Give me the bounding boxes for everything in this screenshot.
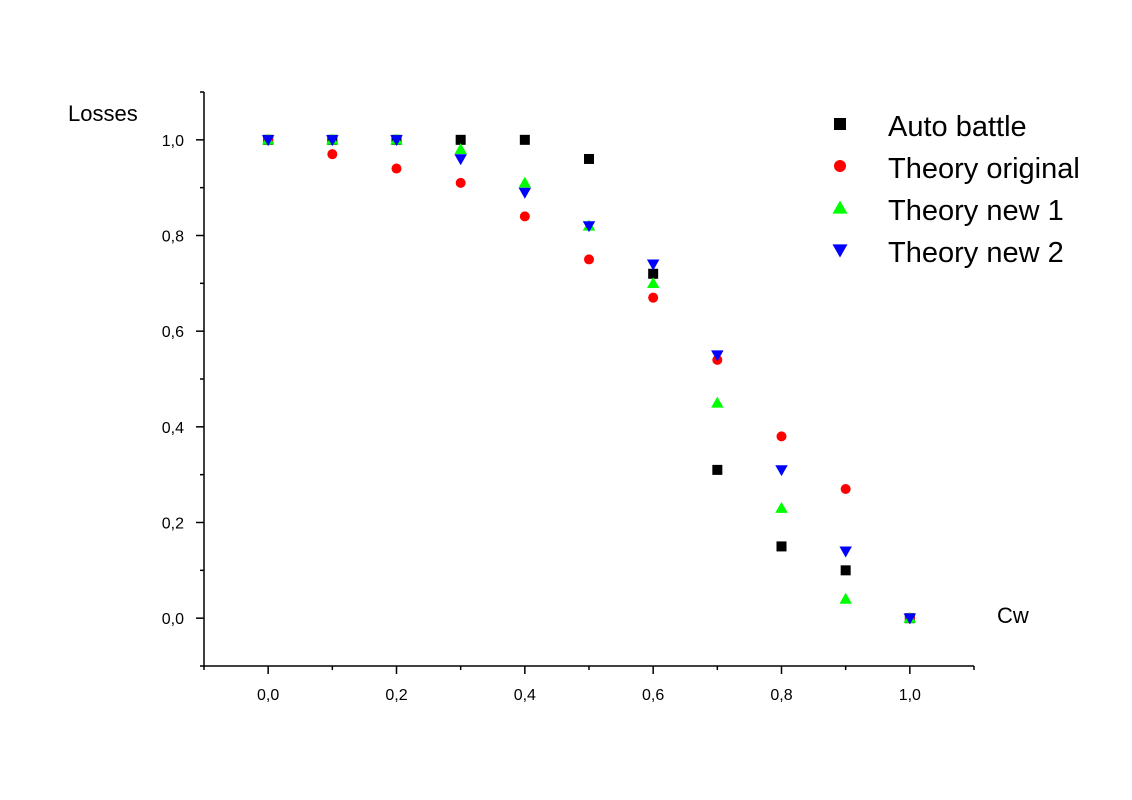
series-theory-original — [263, 134, 915, 624]
data-point — [584, 153, 594, 164]
x-tick-label: 0,8 — [770, 687, 792, 704]
x-tick-label: 0,4 — [514, 687, 536, 704]
x-tick-label: 0,2 — [385, 687, 407, 704]
data-point — [518, 176, 532, 188]
data-point — [455, 177, 466, 188]
legend-marker — [834, 118, 846, 130]
axes: 0,0 0,2 0,4 0,6 0,8 1,0 0,0 0,2 0,4 0,6 0,8 1,0 — [162, 91, 975, 704]
y-tick-label: 0,2 — [162, 516, 184, 533]
data-point — [582, 221, 596, 233]
data-point — [648, 268, 659, 279]
legend-label: Theory new 1 — [888, 195, 1064, 227]
data-point — [775, 465, 788, 477]
data-point — [646, 277, 660, 289]
legend: Auto battle Theory original Theory new 1 Th… — [832, 111, 1080, 269]
y-tick-label: 0,6 — [162, 324, 184, 341]
data-point — [390, 135, 403, 147]
data-point — [776, 541, 787, 552]
y-tick-label: 0,0 — [162, 611, 184, 628]
data-point — [648, 292, 659, 303]
y-tick-label: 0,4 — [162, 420, 184, 437]
data-point — [840, 565, 851, 576]
y-axis-label: Losses — [68, 101, 138, 126]
data-point — [711, 396, 724, 408]
data-point — [584, 254, 594, 265]
y-tick-label: 1,0 — [162, 133, 184, 150]
data-point — [455, 134, 466, 145]
data-point — [646, 259, 660, 271]
data-points — [261, 133, 917, 625]
x-tick-label: 0,0 — [257, 687, 279, 704]
data-point — [327, 149, 338, 160]
data-point — [839, 592, 852, 604]
data-point — [712, 464, 723, 475]
data-point — [391, 163, 402, 174]
data-point — [711, 350, 724, 362]
legend-label: Theory original — [888, 153, 1080, 185]
data-point — [454, 143, 467, 155]
data-point — [326, 135, 339, 147]
x-tick-label: 0,6 — [642, 687, 664, 704]
series-auto-battle — [263, 134, 915, 624]
legend-marker — [832, 244, 848, 258]
data-point — [839, 546, 852, 558]
x-axis-label: Cw — [997, 603, 1029, 628]
data-point — [840, 484, 851, 495]
legend-label: Theory new 2 — [888, 237, 1064, 269]
x-tick-label: 1,0 — [899, 687, 921, 704]
legend-marker — [834, 160, 846, 172]
series-theory-new-2 — [261, 135, 917, 625]
data-point — [454, 154, 467, 166]
series-theory-new-1 — [261, 133, 917, 623]
data-point — [775, 501, 788, 513]
legend-label: Auto battle — [888, 111, 1027, 143]
data-point — [903, 613, 917, 625]
data-point — [261, 135, 275, 147]
data-point — [776, 431, 787, 442]
legend-marker — [832, 200, 848, 214]
y-tick-label: 0,8 — [162, 229, 184, 246]
data-point — [519, 211, 530, 222]
data-point — [518, 187, 532, 199]
data-point — [519, 134, 530, 145]
